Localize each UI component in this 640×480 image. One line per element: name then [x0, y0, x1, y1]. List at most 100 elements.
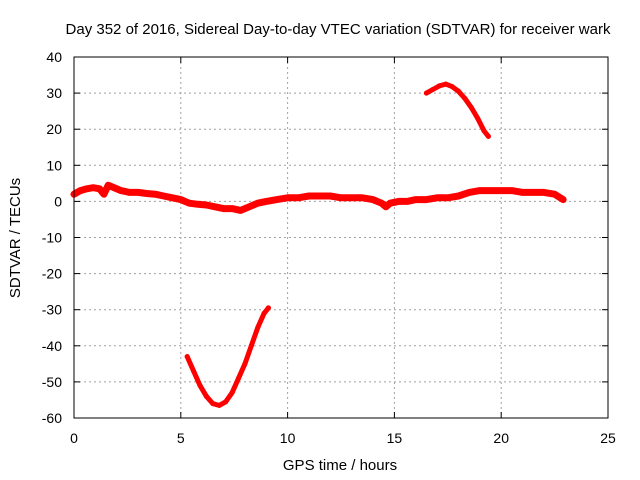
data-point — [327, 193, 333, 199]
y-tick-label: -60 — [42, 410, 62, 426]
data-point — [560, 197, 566, 203]
x-tick-label: 0 — [70, 430, 78, 446]
data-point — [255, 200, 261, 206]
y-tick-label: 40 — [46, 49, 62, 65]
data-point — [203, 393, 209, 399]
data-point — [221, 206, 226, 212]
x-tick-label: 15 — [387, 430, 403, 446]
data-point — [396, 198, 402, 204]
data-point — [481, 128, 487, 134]
data-point — [186, 200, 192, 206]
data-point — [265, 305, 271, 311]
y-tick-label: -30 — [42, 302, 62, 318]
data-point — [379, 200, 385, 206]
data-point — [456, 193, 461, 199]
data-point — [118, 188, 124, 194]
y-tick-label: 0 — [54, 193, 62, 209]
x-tick-label: 25 — [600, 430, 616, 446]
x-tick-label: 5 — [177, 430, 185, 446]
data-point — [229, 206, 235, 212]
y-axis-ticks: -60 -50 -40 -30 -20 -10 0 10 20 30 40 — [42, 49, 608, 426]
data-point — [127, 189, 132, 195]
x-axis-ticks: 0 5 10 15 20 25 — [70, 57, 616, 446]
data-point — [195, 201, 201, 207]
data-point — [436, 83, 442, 89]
y-tick-label: 20 — [46, 121, 62, 137]
data-point — [317, 193, 323, 199]
y-axis-label: SDTVAR / TECUs — [7, 178, 24, 298]
x-tick-label: 10 — [280, 430, 296, 446]
data-point — [248, 343, 254, 349]
data-point — [97, 186, 103, 192]
data-point — [349, 195, 355, 201]
y-tick-label: 30 — [46, 85, 62, 101]
series-layer — [70, 81, 567, 408]
data-point — [456, 88, 461, 94]
data-point — [90, 185, 96, 191]
data-point — [184, 354, 190, 360]
data-point — [488, 188, 493, 194]
y-tick-label: 10 — [46, 157, 62, 173]
data-point — [445, 195, 451, 201]
data-point — [178, 197, 184, 203]
data-point — [498, 188, 504, 194]
data-point — [236, 375, 241, 381]
data-point — [285, 195, 291, 201]
data-point — [84, 186, 90, 192]
data-point — [238, 207, 244, 213]
y-tick-label: -50 — [42, 374, 62, 390]
data-point — [520, 189, 526, 195]
data-point — [169, 195, 175, 201]
y-tick-label: -10 — [42, 230, 62, 246]
data-point — [430, 87, 436, 92]
chart-title: Day 352 of 2016, Sidereal Day-to-day VTE… — [66, 21, 611, 38]
data-point — [135, 189, 141, 195]
data-point — [295, 195, 301, 201]
x-tick-label: 20 — [493, 430, 509, 446]
data-point — [387, 200, 393, 206]
y-tick-label: -40 — [42, 338, 62, 354]
data-point — [404, 198, 410, 204]
data-point — [229, 390, 235, 396]
data-point — [423, 90, 429, 96]
data-point — [246, 204, 252, 210]
data-point — [161, 193, 167, 199]
data-point — [261, 310, 267, 316]
data-point — [191, 368, 197, 374]
data-point — [530, 189, 536, 195]
data-point — [197, 383, 203, 388]
data-point — [370, 197, 376, 203]
data-point — [306, 193, 312, 199]
grid — [74, 57, 608, 418]
x-axis-label: GPS time / hours — [283, 457, 397, 474]
data-point — [77, 188, 83, 194]
data-point — [449, 84, 455, 90]
data-point — [485, 133, 491, 139]
data-point — [509, 188, 515, 194]
data-point — [477, 188, 483, 194]
data-point — [541, 189, 547, 195]
data-point — [383, 204, 389, 210]
data-point — [242, 361, 248, 367]
data-point — [152, 191, 158, 197]
series-arc-low-line — [184, 305, 271, 408]
data-point — [210, 401, 216, 407]
data-point — [466, 189, 472, 195]
data-point — [101, 191, 107, 197]
data-point — [255, 325, 261, 331]
data-point — [105, 182, 111, 188]
data-point — [423, 197, 429, 203]
data-point — [443, 81, 449, 87]
data-point — [109, 184, 115, 190]
data-point — [475, 115, 481, 121]
data-point — [203, 202, 209, 208]
y-tick-label: -20 — [42, 266, 62, 282]
data-point — [274, 197, 280, 203]
data-point — [223, 399, 229, 405]
data-point — [338, 195, 344, 201]
data-point — [413, 197, 419, 203]
data-point — [359, 195, 365, 201]
data-point — [212, 204, 218, 210]
data-point — [552, 191, 558, 197]
